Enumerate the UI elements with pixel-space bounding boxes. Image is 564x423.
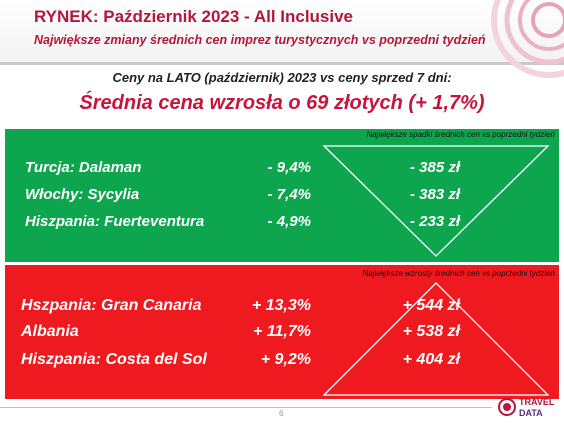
svg-text:TRAVEL: TRAVEL	[519, 397, 555, 407]
footer-divider	[0, 407, 492, 408]
percent-change: - 4,9%	[267, 213, 311, 230]
decrease-row: Hiszpania: Fuerteventura - 4,9% - 233 zł	[5, 213, 559, 235]
comparison-line: Ceny na LATO (październik) 2023 vs ceny …	[112, 70, 452, 85]
amount-change: + 404 zł	[402, 351, 460, 368]
amount-change: - 385 zł	[409, 159, 460, 176]
slide-title: RYNEK: Październik 2023 - All Inclusive	[34, 7, 354, 26]
page-number: 6	[279, 409, 284, 418]
destination-name: Hszpania: Gran Canaria	[21, 297, 202, 314]
amount-change: + 538 zł	[402, 323, 460, 340]
target-rings-decoration	[491, 0, 564, 78]
slide-header: RYNEK: Październik 2023 - All Inclusive …	[0, 0, 564, 65]
slide-subtitle: Największe zmiany średnich cen imprez tu…	[34, 33, 486, 47]
destination-name: Turcja: Dalaman	[25, 159, 142, 176]
down-triangle-icon	[322, 145, 550, 257]
increases-caption: Największe wzrosty średnich cen vs poprz…	[362, 269, 555, 278]
travel-data-logo: TRAVEL DATA	[498, 397, 555, 418]
destination-name: Włochy: Sycylia	[25, 186, 140, 203]
increase-row: Hiszpania: Costa del Sol + 9,2% + 404 zł	[5, 351, 559, 373]
amount-change: - 383 zł	[409, 186, 460, 203]
increase-row: Hszpania: Gran Canaria + 13,3% + 544 zł	[5, 297, 559, 319]
amount-change: + 544 zł	[402, 297, 460, 314]
percent-change: + 9,2%	[260, 351, 311, 368]
decrease-row: Włochy: Sycylia - 7,4% - 383 zł	[5, 186, 559, 208]
percent-change: - 9,4%	[267, 159, 311, 176]
percent-change: + 13,3%	[251, 297, 311, 314]
decreases-panel: Największe spadki średnich cen vs poprze…	[5, 129, 559, 262]
percent-change: + 11,7%	[253, 323, 311, 340]
percent-change: - 7,4%	[267, 186, 311, 203]
increase-row: Albania + 11,7% + 538 zł	[5, 323, 559, 345]
average-price-headline: Średnia cena wzrosła o 69 złotych (+ 1,7…	[79, 92, 485, 114]
decrease-row: Turcja: Dalaman - 9,4% - 385 zł	[5, 159, 559, 181]
up-triangle-icon	[322, 282, 550, 396]
amount-change: - 233 zł	[409, 213, 460, 230]
destination-name: Hiszpania: Fuerteventura	[25, 213, 205, 230]
increases-panel: Największe wzrosty średnich cen vs poprz…	[5, 265, 559, 399]
svg-text:DATA: DATA	[519, 408, 543, 418]
destination-name: Hiszpania: Costa del Sol	[21, 351, 207, 368]
decreases-caption: Największe spadki średnich cen vs poprze…	[366, 130, 555, 139]
destination-name: Albania	[21, 323, 79, 340]
